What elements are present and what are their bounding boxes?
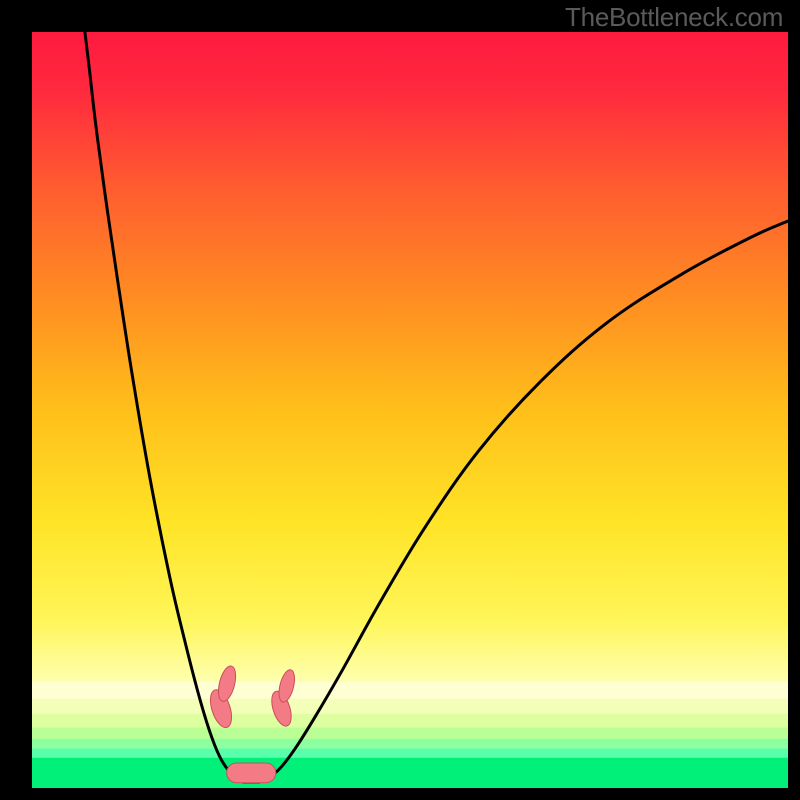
gradient-band-1 [32,699,788,715]
frame-bottom [0,788,800,800]
plot-gradient-bg [32,32,788,788]
gradient-band-3 [32,728,788,740]
plot-svg [0,0,800,800]
marker-capsule-4 [227,763,276,783]
gradient-band-2 [32,714,788,728]
frame-right [788,0,800,800]
gradient-band-0 [32,682,788,699]
frame-left [0,0,32,800]
chart-root: TheBottleneck.com [0,0,800,800]
watermark-text: TheBottleneck.com [565,2,783,33]
gradient-band-6 [32,758,788,789]
gradient-band-4 [32,739,788,750]
gradient-band-5 [32,749,788,759]
